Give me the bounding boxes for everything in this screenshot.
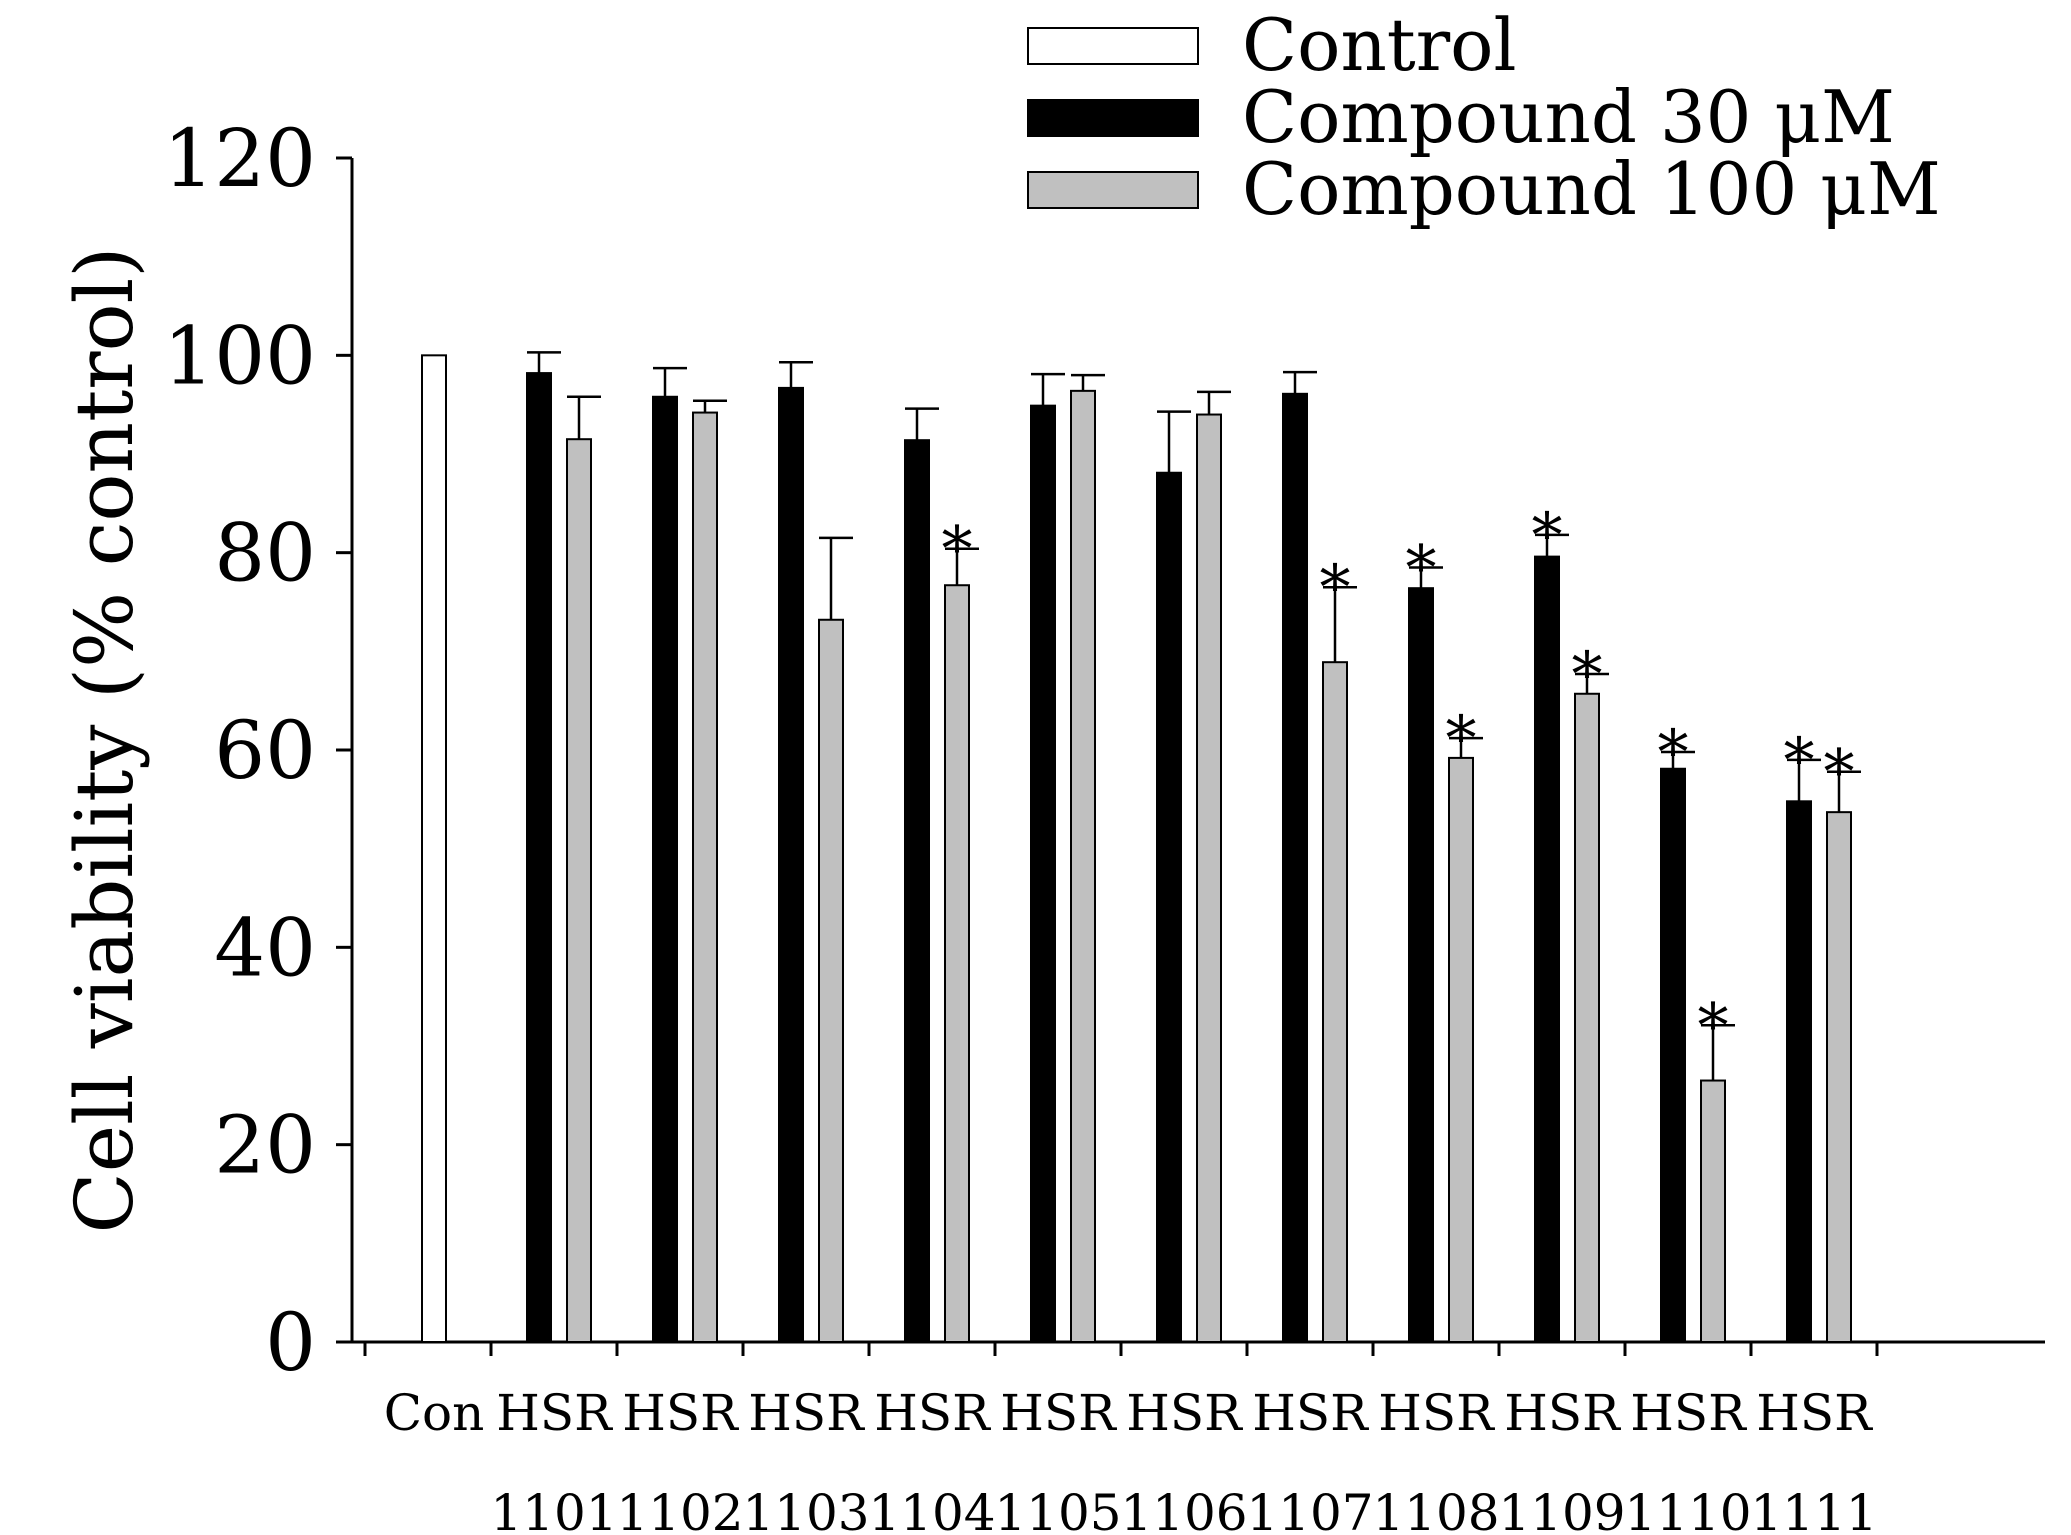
- bar-30um: [1534, 555, 1560, 1343]
- x-tick-label: 1107: [1246, 1484, 1373, 1535]
- legend-label: Control: [1242, 3, 1517, 87]
- significance-star: *: [1446, 702, 1477, 775]
- x-tick-label: HSR: [1252, 1384, 1369, 1442]
- bar-30um: [1408, 587, 1434, 1343]
- x-tick-label: 1111: [1750, 1484, 1877, 1535]
- bar-30um: [778, 386, 804, 1344]
- x-tick-label: Con: [384, 1384, 485, 1442]
- x-tick-label: 1103: [742, 1484, 869, 1535]
- bar-100um: [1574, 692, 1600, 1343]
- x-tick-label: 1108: [1372, 1484, 1499, 1535]
- y-tick-label: 120: [163, 112, 316, 205]
- x-tick-label: HSR: [748, 1384, 865, 1442]
- x-tick-label: 1106: [1120, 1484, 1247, 1535]
- bar-control: [421, 354, 447, 1344]
- significance-star: *: [1532, 499, 1563, 572]
- significance-star: *: [942, 513, 973, 586]
- bar-30um: [1786, 800, 1812, 1343]
- bar-100um: [944, 584, 970, 1343]
- y-axis-label: Cell viability (% control): [58, 247, 151, 1234]
- x-ticks: Con HSR1101HSR1102HSR1103HSR1104HSR1105HS…: [363, 1342, 1879, 1535]
- significance-star: *: [1320, 551, 1351, 624]
- bar-100um: [1070, 389, 1096, 1343]
- bar-100um: [692, 411, 718, 1343]
- bar-30um: [1030, 404, 1056, 1343]
- bar-100um: [1826, 811, 1852, 1343]
- bar-100um: [1700, 1079, 1726, 1343]
- x-tick-label: 1102: [616, 1484, 743, 1535]
- x-tick-label: HSR: [1378, 1384, 1495, 1442]
- legend-label: Compound 100 μM: [1242, 147, 1941, 231]
- bar-30um: [904, 439, 930, 1344]
- x-tick-label: HSR: [1504, 1384, 1621, 1442]
- error-bars: [527, 351, 1861, 1081]
- bar-100um: [818, 618, 844, 1343]
- bar-30um: [526, 372, 552, 1343]
- y-tick-label: 20: [214, 1099, 316, 1192]
- y-tick-label: 0: [265, 1296, 316, 1389]
- significance-star: *: [1824, 736, 1855, 809]
- y-tick-label: 60: [214, 704, 316, 797]
- bar-30um: [652, 395, 678, 1344]
- legend-swatch: [1027, 171, 1199, 209]
- x-tick-label: HSR: [622, 1384, 739, 1442]
- bars: [421, 354, 1852, 1344]
- legend-swatch: [1027, 27, 1199, 65]
- x-tick-label: 1104: [868, 1484, 995, 1535]
- significance-star: *: [1406, 531, 1437, 604]
- x-tick-label: HSR: [1630, 1384, 1747, 1442]
- significance-star: *: [1698, 989, 1729, 1062]
- bar-30um: [1282, 392, 1308, 1343]
- x-tick-label: 1110: [1624, 1484, 1751, 1535]
- significance-star: *: [1784, 724, 1815, 797]
- x-tick-label: HSR: [1000, 1384, 1117, 1442]
- x-tick-label: HSR: [496, 1384, 613, 1442]
- y-tick-label: 100: [163, 309, 316, 402]
- bar-30um: [1156, 471, 1182, 1344]
- x-tick-label: 1109: [1498, 1484, 1625, 1535]
- y-tick-label: 80: [214, 507, 316, 600]
- legend-label: Compound 30 μM: [1242, 75, 1895, 159]
- x-tick-label: HSR: [874, 1384, 991, 1442]
- significance-markers: ** ******* *: [942, 499, 1855, 1062]
- x-tick-label: 1101: [490, 1484, 617, 1535]
- significance-star: *: [1658, 716, 1689, 789]
- bar-100um: [1322, 661, 1348, 1343]
- significance-star: *: [1572, 638, 1603, 711]
- bar-100um: [1196, 413, 1222, 1343]
- x-tick-label: 1105: [994, 1484, 1121, 1535]
- bar-30um: [1660, 767, 1686, 1343]
- y-tick-label: 40: [214, 901, 316, 994]
- bar-100um: [1448, 756, 1474, 1343]
- x-tick-label: HSR: [1126, 1384, 1243, 1442]
- x-tick-label: HSR: [1756, 1384, 1873, 1442]
- legend-swatch: [1027, 99, 1199, 137]
- y-ticks: 0 20 40 60 80 100 120: [163, 112, 352, 1389]
- bar-100um: [566, 438, 592, 1343]
